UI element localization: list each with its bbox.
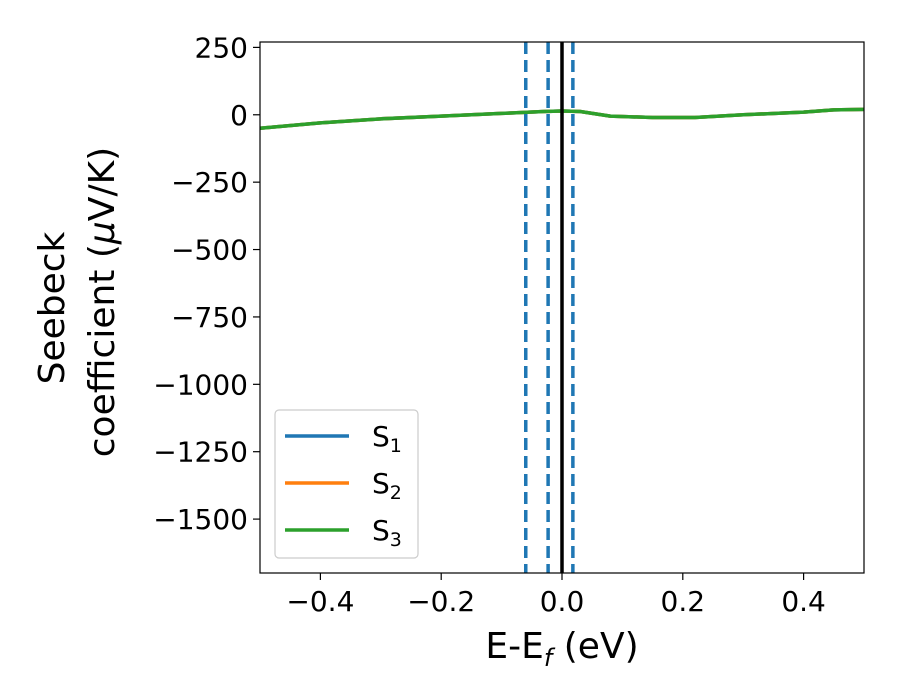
legend: S1 S2 S3 xyxy=(274,409,419,559)
series-line-3 xyxy=(259,107,865,130)
y-axis-label-line2: coefficient (μV/K) xyxy=(82,147,123,457)
y-axis-label-line1: Seebeck xyxy=(32,231,73,384)
vline-layer xyxy=(524,42,575,573)
y-tick-label: −1500 xyxy=(153,503,248,536)
y-ticks: 250 0 −250 −500 −750 −1000 −1250 −1500 xyxy=(153,31,260,536)
x-tick-label: 0.2 xyxy=(661,585,706,618)
legend-label-2: S2 xyxy=(372,467,402,504)
legend-label-1: S1 xyxy=(372,420,402,457)
y-tick-label: −1250 xyxy=(153,436,248,469)
x-axis-label: E-Ef (eV) xyxy=(485,626,638,672)
y-tick-label: −250 xyxy=(171,166,248,199)
y-tick-label: −500 xyxy=(171,234,248,267)
y-tick-label: 0 xyxy=(230,99,248,132)
legend-label-3: S3 xyxy=(372,514,402,551)
x-tick-label: −0.2 xyxy=(407,585,475,618)
x-tick-label: 0.4 xyxy=(781,585,826,618)
y-tick-label: −750 xyxy=(171,301,248,334)
y-tick-label: −1000 xyxy=(153,368,248,401)
x-ticks: −0.4 −0.2 0.0 0.2 0.4 xyxy=(286,573,826,618)
x-tick-label: 0.0 xyxy=(540,585,585,618)
y-tick-label: 250 xyxy=(195,31,248,64)
x-tick-label: −0.4 xyxy=(286,585,354,618)
series-layer xyxy=(259,107,865,130)
